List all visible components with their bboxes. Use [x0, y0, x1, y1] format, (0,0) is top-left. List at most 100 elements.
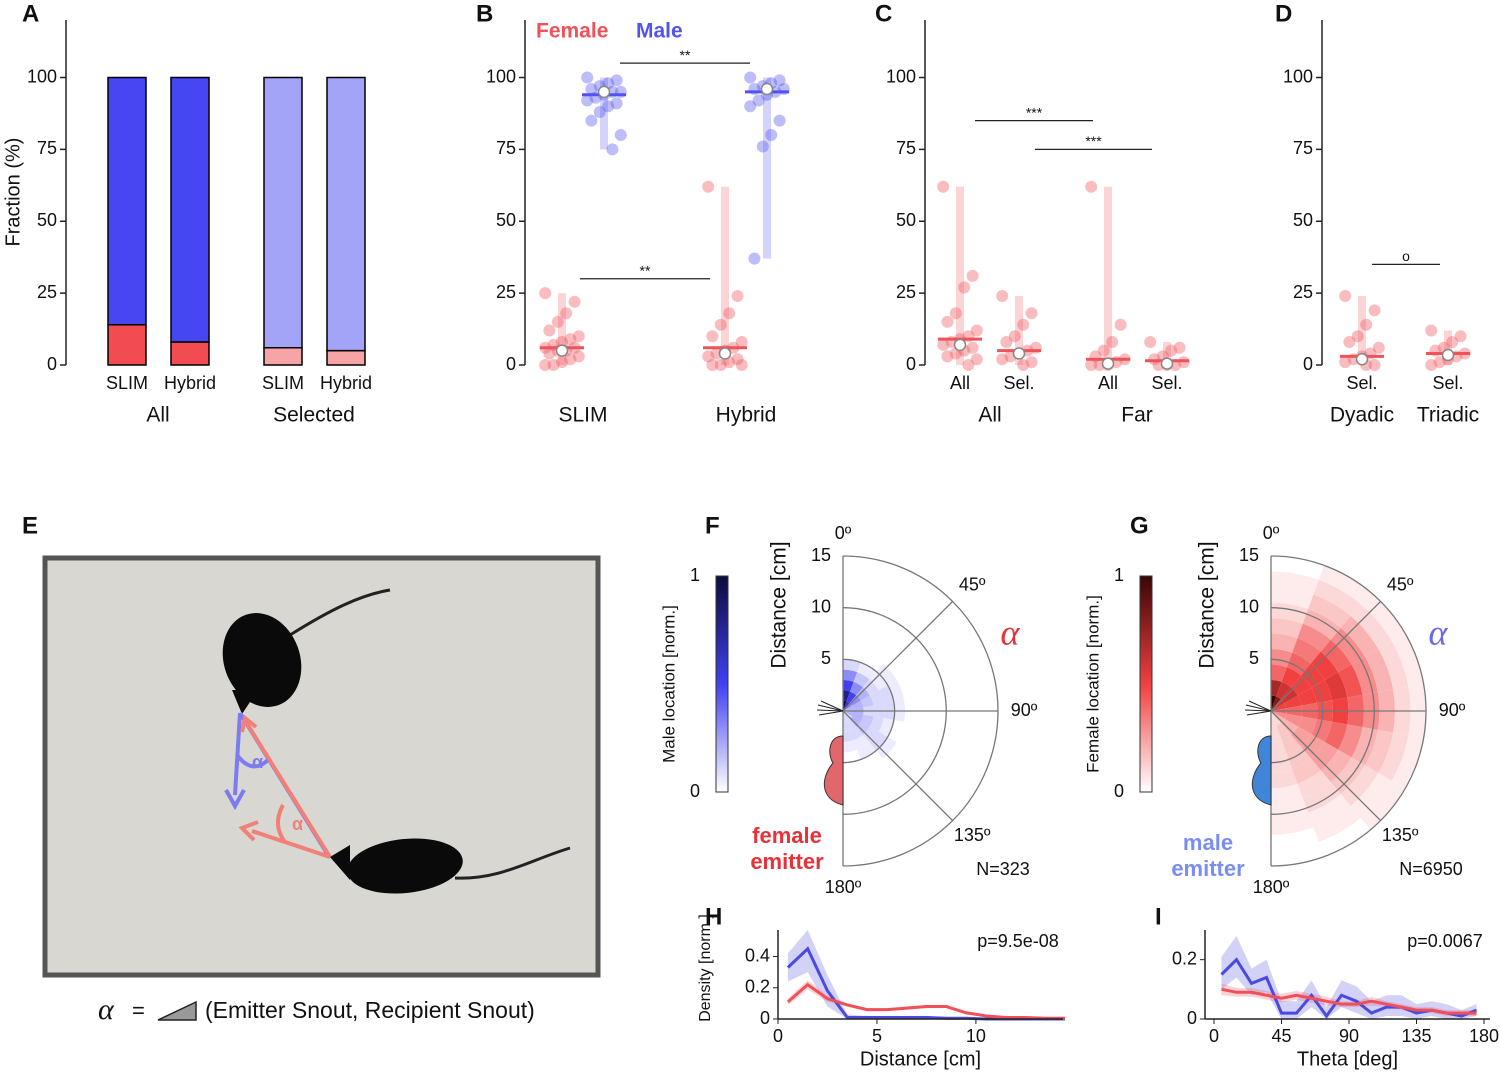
- data-point: [564, 353, 577, 366]
- data-point: [1008, 330, 1021, 343]
- heat-cell: [1271, 680, 1282, 697]
- colorbar: [1139, 575, 1153, 793]
- group-label: Triadic: [1417, 404, 1479, 427]
- data-point: [1454, 330, 1467, 343]
- theta-tick-label: 45º: [1387, 575, 1414, 595]
- line: [1221, 987, 1477, 1015]
- heat-cell: [1297, 716, 1317, 735]
- data-point: [602, 100, 615, 113]
- heat-cell: [1280, 718, 1298, 735]
- significance-label: **: [640, 262, 651, 278]
- heat-cell: [843, 720, 851, 732]
- data-point: [568, 295, 581, 308]
- emitter-label: male: [1183, 830, 1233, 855]
- data-point: [996, 290, 1009, 302]
- data-point: [941, 350, 954, 363]
- panel-letter: E: [22, 512, 38, 539]
- heat-cell: [1271, 740, 1287, 758]
- bar-segment: [170, 76, 210, 343]
- violin: [956, 186, 964, 365]
- annotation: p=9.5e-08: [977, 931, 1059, 951]
- heat-cell: [1271, 842, 1325, 866]
- emitter-head: [1251, 735, 1272, 806]
- x-tick-label: Sel.: [1432, 373, 1463, 393]
- emitter-label: emitter: [1171, 856, 1245, 881]
- emitter-label: emitter: [750, 849, 824, 874]
- x-tick-label: 135: [1401, 1026, 1431, 1046]
- violin: [1015, 296, 1023, 365]
- heat-cell: [1271, 695, 1277, 711]
- theta-tick-label: 180º: [1253, 877, 1290, 897]
- bar-segment: [107, 324, 147, 366]
- heat-cell: [1292, 758, 1321, 784]
- data-point: [547, 359, 560, 371]
- data-point: [748, 252, 761, 265]
- data-point: [723, 307, 736, 320]
- data-point: [1433, 356, 1446, 369]
- heat-cell: [869, 690, 884, 706]
- data-point: [706, 330, 719, 343]
- panel-letter: F: [705, 512, 720, 539]
- data-point: [543, 347, 556, 360]
- x-tick-label: All: [1098, 373, 1118, 393]
- whisker: [817, 704, 844, 712]
- data-point: [1351, 330, 1364, 343]
- y-tick-label: 50: [896, 210, 916, 230]
- data-point: [1144, 336, 1157, 348]
- panel-letter: B: [476, 0, 493, 27]
- heat-cell: [1338, 664, 1363, 698]
- y-tick-label: 75: [496, 138, 516, 158]
- panel-letter: A: [22, 0, 39, 27]
- heat-cell: [857, 742, 877, 760]
- emitter-head: [823, 735, 844, 806]
- heat-cell: [887, 719, 905, 742]
- angle-icon: [157, 1000, 197, 1021]
- whisker: [818, 710, 844, 716]
- data-point: [585, 114, 598, 127]
- data-point: [572, 330, 585, 343]
- y-tick-label: 0: [506, 354, 516, 374]
- caption-equals: =: [132, 998, 145, 1023]
- group-label: Selected: [273, 404, 355, 427]
- data-point: [731, 353, 744, 366]
- y-tick-label: 75: [37, 138, 57, 158]
- heat-cell: [862, 726, 879, 743]
- data-point: [996, 353, 1009, 366]
- data-point: [1165, 344, 1178, 357]
- data-point: [1017, 359, 1030, 371]
- arrow: [233, 712, 242, 796]
- r-tick-label: 15: [811, 545, 831, 565]
- heat-cell: [1391, 735, 1424, 789]
- y-tick-label: 75: [1293, 138, 1313, 158]
- mouse-head: [232, 690, 258, 714]
- data-point: [1025, 307, 1038, 320]
- heat-cell: [843, 680, 854, 692]
- heat-cell: [1360, 592, 1406, 642]
- heat-cell: [1324, 721, 1348, 750]
- data-point: [937, 180, 950, 193]
- bar-segment: [107, 76, 147, 326]
- angle-arc: [276, 804, 287, 844]
- theta-tick-label: 135º: [1382, 825, 1419, 845]
- data-point: [714, 318, 727, 331]
- colorbar-label: Male location [norm.]: [659, 605, 678, 763]
- heat-cell: [1324, 672, 1348, 701]
- heat-cell: [856, 687, 870, 701]
- angle-label: α: [252, 752, 263, 772]
- y-tick-label: 100: [1283, 66, 1313, 86]
- heat-cell: [1281, 734, 1301, 755]
- data-point: [556, 336, 568, 348]
- heat-cell: [1330, 757, 1365, 795]
- heat-cell: [849, 695, 861, 706]
- theta-tick-label: 0º: [835, 523, 852, 543]
- x-tick-label: 90: [1339, 1026, 1359, 1046]
- heat-cell: [1290, 726, 1312, 747]
- heat-cell: [1318, 565, 1371, 605]
- data-point: [752, 94, 765, 107]
- error-band: [1221, 935, 1477, 1019]
- x-tick-label: All: [950, 373, 970, 393]
- x-tick-label: Hybrid: [716, 404, 777, 427]
